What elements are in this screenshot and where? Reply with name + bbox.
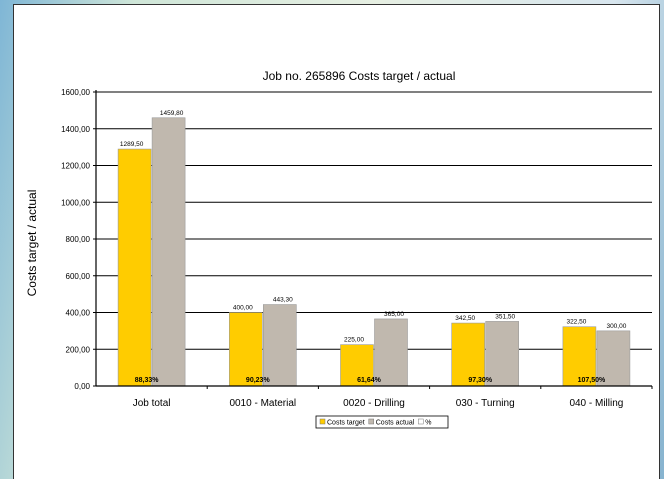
- x-tick-label: 0010 - Material: [229, 398, 296, 409]
- y-axis-ticks: 0,00 200,00 400,00 600,00 800,00 1000,00 1200,…: [61, 88, 96, 391]
- bar-costs-actual: [596, 330, 631, 387]
- bar-costs-target: [340, 344, 374, 387]
- bar-costs-actual: [374, 318, 408, 387]
- data-label: 443,30: [273, 297, 293, 304]
- x-tick-label: 040 - Milling: [569, 398, 623, 409]
- percent-label: 61,64%: [357, 377, 382, 384]
- bar-costs-actual: [485, 321, 520, 387]
- bar-costs-target: [117, 148, 152, 387]
- y-tick-label: 0,00: [74, 382, 90, 391]
- data-label: 1459,80: [160, 110, 184, 117]
- legend-label: Costs actual: [376, 420, 415, 427]
- bar-costs-actual: [263, 304, 297, 387]
- y-tick-label: 400,00: [66, 309, 91, 318]
- data-label: 342,50: [455, 315, 475, 322]
- y-tick-label: 800,00: [66, 235, 91, 244]
- legend-label: %: [425, 420, 431, 427]
- y-tick-label: 1000,00: [61, 198, 90, 207]
- bar-costs-actual: [151, 117, 186, 387]
- axes: [95, 90, 652, 387]
- legend: Costs target Costs actual%: [315, 415, 449, 429]
- y-tick-label: 1600,00: [61, 88, 90, 97]
- data-label: 300,00: [606, 323, 626, 330]
- legend-swatch: [418, 418, 424, 425]
- data-label: 322,50: [566, 319, 586, 326]
- y-axis-label: Costs target / actual: [25, 190, 39, 297]
- x-tick-label: 0020 - Drilling: [343, 398, 405, 409]
- bar-costs-target: [229, 312, 263, 387]
- grid-lines: [96, 91, 652, 350]
- percent-label: 107,50%: [578, 377, 606, 384]
- data-label: 400,00: [233, 305, 253, 312]
- legend-label: Costs target: [327, 420, 365, 427]
- data-label: 365,00: [384, 311, 404, 318]
- percent-label: 97,30%: [468, 377, 493, 384]
- legend-swatch: [368, 418, 374, 425]
- percent-label: 90,23%: [246, 377, 271, 384]
- y-tick-label: 1400,00: [61, 125, 90, 134]
- chart: Job no. 265896 Costs target / actual Cos…: [25, 69, 653, 429]
- chart-panel: Job no. 265896 Costs target / actual Cos…: [13, 4, 660, 479]
- y-tick-label: 600,00: [66, 272, 91, 281]
- data-label: 225,00: [344, 337, 364, 344]
- legend-swatch: [319, 418, 326, 425]
- bar-costs-target: [562, 326, 597, 387]
- data-label: 351,50: [495, 313, 515, 320]
- bar-costs-target: [451, 322, 486, 387]
- bars: 1289,50 1459,80 88,33% 400,00 443,30 90,23% 22…: [117, 110, 631, 387]
- percent-label: 88,33%: [135, 377, 160, 384]
- data-label: 1289,50: [120, 141, 144, 148]
- legend-box: [315, 415, 449, 429]
- x-tick-label: Job total: [133, 398, 171, 409]
- x-axis-ticks: Job total 0010 - Material 0020 - Drilling 0…: [133, 386, 653, 409]
- chart-title: Job no. 265896 Costs target / actual: [263, 69, 456, 83]
- y-tick-label: 200,00: [66, 345, 91, 354]
- y-tick-label: 1200,00: [61, 162, 90, 171]
- x-tick-label: 030 - Turning: [456, 398, 515, 409]
